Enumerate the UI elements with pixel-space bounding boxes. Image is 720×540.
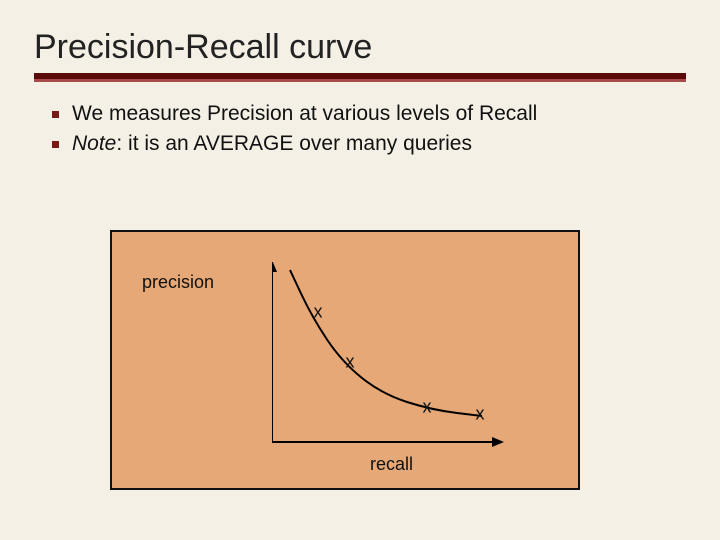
bullet-text: We measures Precision at various levels …: [72, 102, 537, 125]
bullet-item: Note: it is an AVERAGE over many queries: [72, 130, 686, 158]
data-marker: x: [476, 404, 485, 425]
slide: Precision-Recall curve We measures Preci…: [0, 0, 720, 540]
data-marker: x: [314, 302, 323, 323]
note-word: Note: [72, 132, 116, 155]
title-rule: [34, 73, 686, 82]
chart-inner: precision recall xxxx: [112, 232, 578, 488]
rule-light: [34, 79, 686, 82]
y-axis-label: precision: [142, 272, 214, 293]
data-marker: x: [423, 397, 432, 418]
chart-box: precision recall xxxx: [110, 230, 580, 490]
slide-title: Precision-Recall curve: [34, 28, 686, 67]
bullet-list: We measures Precision at various levels …: [34, 100, 686, 159]
note-rest: : it is an AVERAGE over many queries: [116, 132, 472, 155]
markers-layer: x x x x: [272, 262, 522, 462]
bullet-item: We measures Precision at various levels …: [72, 100, 686, 128]
data-marker: x: [346, 352, 355, 373]
